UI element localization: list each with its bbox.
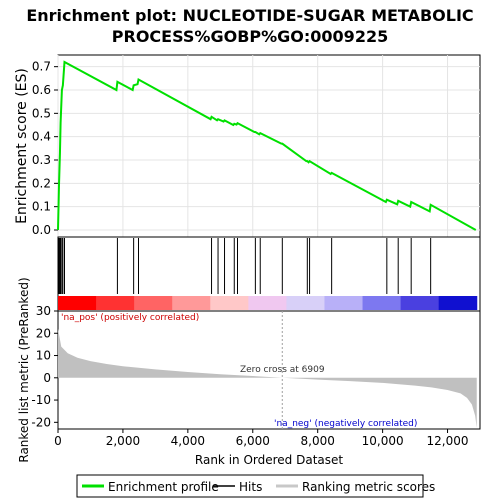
legend-box <box>76 474 424 498</box>
ranking-metric-area <box>58 328 477 428</box>
x-tick-label: 12,000 <box>427 434 469 448</box>
hits-marks <box>58 238 432 294</box>
ranked-y-axis-ticks: -20 -10 0 10 20 30 <box>31 304 58 429</box>
es-panel-frame <box>57 54 481 238</box>
es-y-tick-label: 0.1 <box>32 200 51 214</box>
ranked-y-axis-label: Ranked list metric (PreRanked) <box>17 277 31 462</box>
color-bar-segment <box>248 296 287 310</box>
negative-correlation-label: 'na_neg' (negatively correlated) <box>274 419 417 429</box>
legend-label-enrichment-profile: Enrichment profile <box>108 480 219 494</box>
color-bar-segment <box>134 296 173 310</box>
ranked-y-tick-label: 0 <box>43 371 51 385</box>
zero-cross-label: Zero cross at 6909 <box>240 365 325 375</box>
x-tick-label: 4,000 <box>171 434 205 448</box>
color-bar-segment <box>96 296 135 310</box>
ranked-y-tick-label: 20 <box>36 326 51 340</box>
x-axis-label: Rank in Ordered Dataset <box>195 453 343 467</box>
color-bar-segment <box>438 296 478 310</box>
legend-label-ranking-metric-scores: Ranking metric scores <box>302 480 435 494</box>
chart-title-line-1: Enrichment plot: NUCLEOTIDE-SUGAR METABO… <box>26 6 473 25</box>
color-bar-segment <box>362 296 402 310</box>
legend-label-hits: Hits <box>239 480 262 494</box>
x-tick-label: 0 <box>54 434 62 448</box>
ranked-y-tick-label: 10 <box>36 349 51 363</box>
color-bar-segment <box>286 296 325 310</box>
es-y-tick-label: 0.7 <box>32 60 51 74</box>
x-tick-label: 10,000 <box>362 434 404 448</box>
es-y-tick-label: 0.6 <box>32 83 51 97</box>
ranking-color-bar <box>58 296 478 310</box>
color-bar-segment <box>58 296 97 310</box>
es-y-tick-label: 0.2 <box>32 176 51 190</box>
es-y-axis-label: Enrichment score (ES) <box>14 68 30 224</box>
color-bar-segment <box>324 296 364 310</box>
es-y-axis-ticks: 0.0 0.1 0.2 0.3 0.4 0.5 0.6 0.7 <box>32 60 58 237</box>
es-y-tick-label: 0.5 <box>32 106 51 120</box>
color-bar-segment <box>210 296 249 310</box>
positive-correlation-label: 'na_pos' (positively correlated) <box>61 313 199 323</box>
color-bar-segment <box>172 296 211 310</box>
legend: Enrichment profile Hits Ranking metric sco… <box>82 480 435 494</box>
es-y-tick-label: 0.0 <box>32 223 51 237</box>
es-y-tick-label: 0.3 <box>32 153 51 167</box>
enrichment-profile-line <box>57 60 477 231</box>
x-tick-label: 8,000 <box>301 434 335 448</box>
chart-title-line-2: PROCESS%GOBP%GO:0009225 <box>112 27 388 46</box>
x-tick-label: 6,000 <box>236 434 270 448</box>
x-tick-label: 2,000 <box>106 434 140 448</box>
ranked-y-tick-label: -20 <box>31 415 51 429</box>
es-y-tick-label: 0.4 <box>32 130 51 144</box>
color-bar-segment <box>400 296 440 310</box>
ranked-y-tick-label: 30 <box>36 304 51 318</box>
x-axis-ticks: 0 2,000 4,000 6,000 8,000 10,000 12,000 <box>54 429 469 448</box>
ranked-y-tick-label: -10 <box>31 393 51 407</box>
